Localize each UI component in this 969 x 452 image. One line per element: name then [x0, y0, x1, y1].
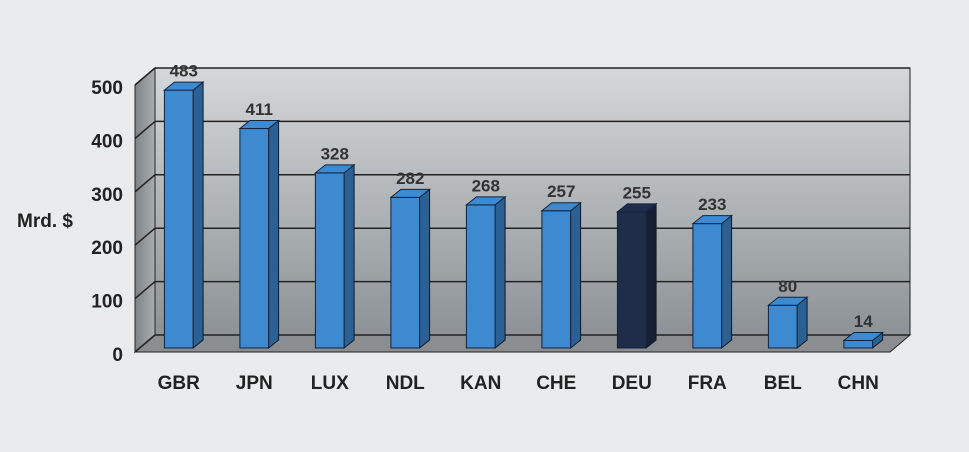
- grid-line: [134, 334, 156, 353]
- value-label: 411: [246, 100, 273, 119]
- bar: [239, 128, 270, 349]
- x-tick-label: LUX: [311, 373, 349, 394]
- bar: [843, 340, 874, 349]
- bar: [390, 196, 421, 349]
- bar-side: [494, 195, 506, 350]
- value-label: 80: [778, 277, 797, 296]
- grid-line: [134, 67, 156, 86]
- y-tick-label: 100: [91, 292, 123, 313]
- bar-top: [540, 202, 583, 212]
- x-tick-label: BEL: [764, 373, 802, 394]
- bar: [465, 204, 496, 349]
- value-label: 483: [170, 62, 198, 81]
- y-tick-label: 200: [91, 238, 123, 259]
- bar-top: [615, 203, 658, 213]
- value-label: 257: [547, 182, 575, 201]
- value-label: 14: [854, 312, 873, 331]
- bar-top: [766, 296, 809, 306]
- x-tick-label: DEU: [612, 373, 652, 394]
- bar-top: [313, 164, 356, 174]
- x-tick-label: JPN: [236, 373, 273, 394]
- x-tick-label: CHN: [838, 373, 879, 394]
- bar-side: [268, 119, 280, 350]
- grid-line: [134, 227, 156, 246]
- bar-top: [162, 81, 205, 91]
- y-tick-label: 400: [91, 131, 123, 152]
- bar-side: [570, 201, 582, 350]
- value-label: 268: [472, 176, 500, 195]
- bar: [767, 304, 798, 349]
- x-tick-label: NDL: [386, 373, 425, 394]
- bar-top: [842, 332, 885, 342]
- bar: [692, 223, 723, 349]
- value-label: 328: [321, 144, 349, 163]
- value-label: 255: [623, 183, 651, 202]
- x-tick-label: KAN: [460, 373, 501, 394]
- grid-line: [134, 174, 156, 193]
- y-tick-label: 300: [91, 185, 123, 206]
- y-tick-label: 500: [91, 78, 123, 99]
- bar-side: [419, 188, 431, 350]
- bar-side: [192, 81, 204, 350]
- bar: [616, 211, 647, 349]
- value-label: 233: [698, 195, 726, 214]
- y-axis-label: Mrd. $: [17, 211, 73, 232]
- x-tick-label: GBR: [158, 373, 201, 394]
- bar-top: [691, 215, 734, 225]
- bar-side: [796, 296, 808, 350]
- bar: [541, 210, 572, 349]
- value-label: 282: [396, 169, 424, 188]
- bar-side: [343, 163, 355, 350]
- bar: [314, 172, 345, 349]
- back-wall: [154, 67, 911, 336]
- y-tick-label: 0: [112, 345, 123, 366]
- side-wall: [134, 66, 156, 354]
- x-tick-label: FRA: [688, 373, 727, 394]
- bar-top: [464, 196, 507, 206]
- bar-top: [389, 188, 432, 198]
- x-tick-label: CHE: [536, 373, 576, 394]
- bar-side: [721, 214, 733, 350]
- bar-side: [645, 202, 657, 350]
- bar-top: [238, 120, 281, 130]
- grid-line: [134, 120, 156, 139]
- grid-line: [134, 281, 156, 300]
- bar: [163, 89, 194, 349]
